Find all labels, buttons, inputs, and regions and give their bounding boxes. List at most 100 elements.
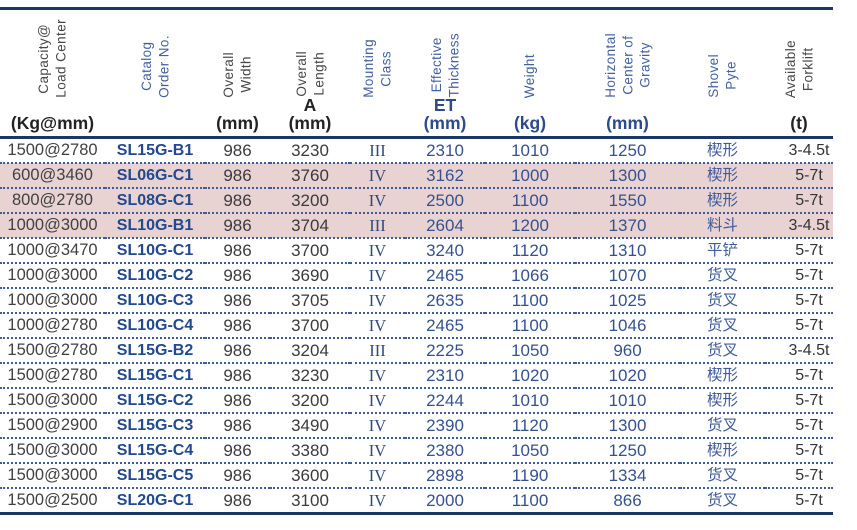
cell-overall-length: 3705 (291, 290, 329, 310)
cell-overall-width: 986 (223, 490, 252, 510)
cell-capacity-load-center: 1500@2780 (7, 340, 98, 359)
table-row: 800@2780 SL08G-C1 986 3200 IV 2500 1100 1550 楔形 5… (0, 187, 833, 213)
rotated-label-wrap: Overall Length (270, 10, 350, 97)
cell-mounting-class: III (369, 340, 386, 360)
cell-weight: 1100 (511, 290, 549, 310)
cell-horizontal-center-of-gravity: 1250 (608, 140, 647, 160)
cell-effective-thickness: 2604 (426, 215, 464, 235)
cell-horizontal-center-of-gravity: 1550 (608, 190, 647, 210)
column-header-overall-length: Overall Length A (mm) (270, 9, 350, 138)
cell-weight: 1000 (511, 165, 549, 185)
cell-capacity-load-center: 1000@3000 (7, 290, 98, 309)
cell-mounting-class: IV (368, 315, 387, 335)
cell-mounting-class: IV (368, 490, 387, 510)
cell-mounting-class: IV (368, 415, 387, 435)
cell-effective-thickness: 2465 (426, 315, 464, 335)
cell-shovel-type: 货叉 (706, 416, 738, 434)
cell-overall-width: 986 (223, 415, 252, 435)
cell-weight: 1200 (511, 215, 549, 235)
cell-overall-length: 3100 (291, 490, 329, 510)
cell-capacity-load-center: 1000@3000 (7, 265, 98, 284)
column-label-effective-thickness: Effective Thickness (428, 32, 461, 97)
cell-overall-length: 3200 (291, 190, 329, 210)
cell-available-forklift: 5-7t (795, 266, 823, 284)
cell-effective-thickness: 2225 (426, 340, 464, 360)
table-row: 1500@2900 SL15G-C3 986 3490 IV 2390 1120 1300 货叉… (0, 412, 833, 438)
column-unit-horizontal-center-of-gravity: (mm) (606, 112, 649, 133)
cell-shovel-type: 货叉 (706, 491, 738, 509)
rotated-label-wrap: Weight (485, 11, 575, 98)
column-header-overall-width: Overall Width (mm) (205, 9, 270, 138)
cell-overall-length: 3600 (291, 465, 329, 485)
cell-overall-length: 3690 (291, 265, 329, 285)
cell-weight: 1066 (511, 265, 549, 285)
cell-available-forklift: 5-7t (795, 391, 823, 409)
cell-overall-length: 3704 (291, 215, 329, 235)
cell-catalog-order-no: SL10G-C4 (116, 316, 194, 334)
cell-overall-width: 986 (223, 140, 252, 160)
cell-capacity-load-center: 1000@2780 (7, 315, 98, 334)
cell-horizontal-center-of-gravity: 1025 (608, 290, 647, 310)
cell-capacity-load-center: 1000@3000 (7, 215, 98, 234)
cell-weight: 1190 (511, 465, 549, 485)
cell-mounting-class: III (369, 215, 386, 235)
cell-mounting-class: IV (368, 265, 387, 285)
column-header-shovel-type: Shovel Pyte (680, 9, 765, 138)
cell-horizontal-center-of-gravity: 1070 (608, 265, 647, 285)
cell-shovel-type: 料斗 (706, 216, 738, 234)
cell-available-forklift: 5-7t (795, 291, 823, 309)
column-header-effective-thickness: Effective Thickness ET (mm) (405, 9, 485, 138)
cell-catalog-order-no: SL15G-C5 (116, 466, 194, 484)
cell-shovel-type: 楔形 (706, 191, 738, 209)
cell-horizontal-center-of-gravity: 1250 (608, 440, 647, 460)
cell-effective-thickness: 3240 (426, 240, 464, 260)
column-unit-available-forklift: (t) (790, 112, 808, 133)
cell-overall-length: 3230 (291, 365, 329, 385)
cell-overall-length: 3760 (291, 165, 329, 185)
cell-overall-length: 3200 (291, 390, 329, 410)
column-unit-overall-width: (mm) (216, 112, 259, 133)
column-label-mounting-class: Mounting Class (361, 38, 394, 98)
cell-mounting-class: IV (368, 240, 387, 260)
cell-available-forklift: 5-7t (795, 166, 823, 184)
column-header-weight: Weight (kg) (485, 9, 575, 138)
cell-shovel-type: 货叉 (706, 291, 738, 309)
cell-shovel-type: 货叉 (706, 266, 738, 284)
cell-capacity-load-center: 600@3460 (12, 165, 93, 184)
cell-weight: 1020 (511, 365, 549, 385)
cell-catalog-order-no: SL15G-B1 (116, 141, 194, 159)
cell-overall-width: 986 (223, 340, 252, 360)
cell-horizontal-center-of-gravity: 960 (613, 340, 642, 360)
table-row: 1000@3000 SL10G-B1 986 3704 III 2604 1200 1370 料… (0, 212, 833, 238)
column-label-weight: Weight (522, 53, 538, 98)
cell-overall-length: 3700 (291, 315, 329, 335)
cell-catalog-order-no: SL06G-C1 (116, 166, 194, 184)
cell-catalog-order-no: SL15G-C2 (116, 391, 194, 409)
cell-horizontal-center-of-gravity: 1010 (608, 390, 647, 410)
cell-available-forklift: 5-7t (795, 416, 823, 434)
cell-capacity-load-center: 1500@2900 (7, 415, 98, 434)
cell-overall-width: 986 (223, 215, 252, 235)
cell-weight: 1100 (511, 190, 549, 210)
cell-horizontal-center-of-gravity: 1300 (608, 165, 647, 185)
cell-effective-thickness: 2310 (426, 140, 464, 160)
column-unit-effective-thickness: ET (mm) (423, 95, 467, 133)
cell-capacity-load-center: 1500@3000 (7, 390, 98, 409)
cell-capacity-load-center: 1500@2780 (7, 365, 98, 384)
table-row: 1000@3470 SL10G-C1 986 3700 IV 3240 1120 1310 平铲… (0, 237, 833, 263)
cell-weight: 1100 (511, 315, 549, 335)
cell-horizontal-center-of-gravity: 866 (613, 490, 642, 510)
cell-effective-thickness: 2500 (426, 190, 464, 210)
column-label-capacity-load-center: Capacity@ Load Center (36, 18, 69, 98)
column-header-mounting-class: Mounting Class (350, 9, 405, 138)
cell-weight: 1050 (511, 440, 549, 460)
rotated-label-wrap: Capacity@ Load Center (0, 11, 105, 98)
cell-available-forklift: 3-4.5t (788, 141, 830, 159)
cell-available-forklift: 5-7t (795, 491, 823, 509)
cell-effective-thickness: 2310 (426, 365, 464, 385)
column-header-catalog-order-no: Catalog Order No. (105, 9, 205, 138)
rotated-label-wrap: Effective Thickness (405, 10, 485, 97)
cell-overall-width: 986 (223, 365, 252, 385)
table-row: 1500@2780 SL15G-C1 986 3230 IV 2310 1020 1020 楔形… (0, 362, 833, 388)
cell-mounting-class: IV (368, 165, 387, 185)
